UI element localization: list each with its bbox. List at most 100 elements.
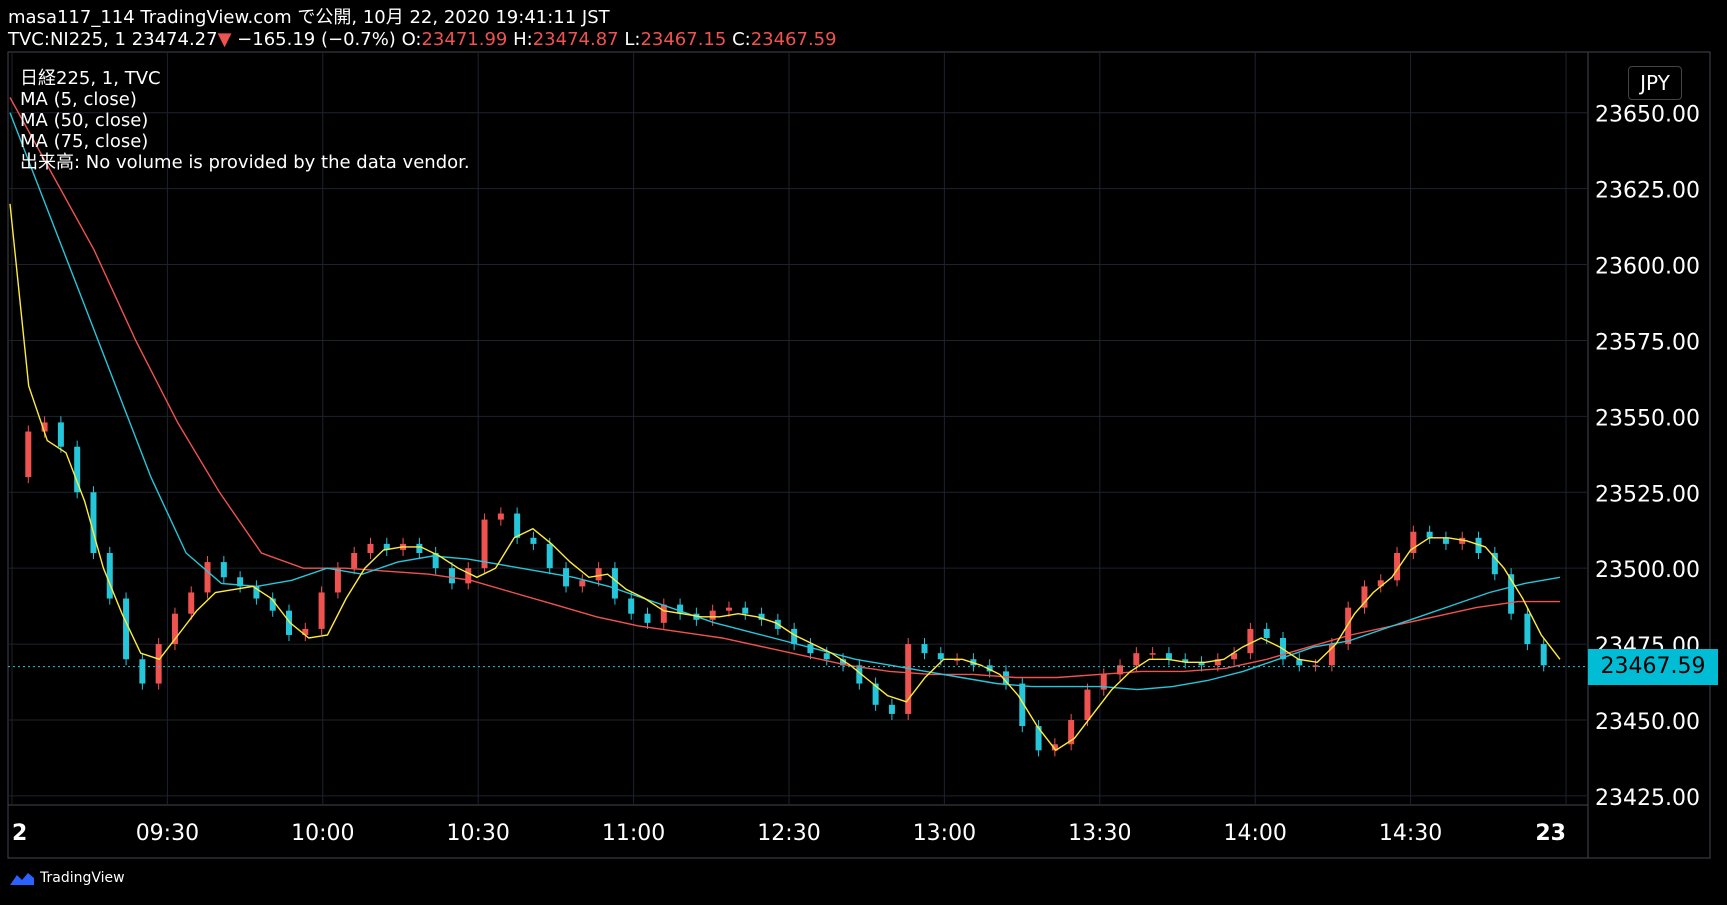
candle-body	[1165, 653, 1172, 660]
x-tick-label: 23	[1535, 821, 1566, 846]
candle-body	[123, 598, 130, 660]
y-tick-label: 23500.00	[1595, 558, 1700, 583]
candle-body	[383, 543, 390, 550]
candle-body	[1426, 531, 1433, 538]
candle-body	[1491, 552, 1498, 575]
x-tick-label: 14:00	[1223, 821, 1286, 846]
candle-body	[1410, 531, 1417, 553]
candle-body	[1540, 644, 1547, 666]
x-tick-label: 13:30	[1068, 821, 1131, 846]
candle-body	[1198, 662, 1205, 666]
down-arrow-icon: ▼	[217, 29, 232, 50]
candle-body	[481, 519, 488, 569]
candle-body	[807, 644, 814, 654]
y-tick-label: 23650.00	[1595, 103, 1700, 128]
x-tick-label: 10:30	[446, 821, 509, 846]
candle-body	[302, 628, 309, 635]
candle-body	[237, 577, 244, 587]
candle-body	[1068, 719, 1075, 745]
candle-body	[758, 613, 765, 620]
footer-brand[interactable]: TradingView	[10, 870, 125, 886]
x-tick-label: 12:30	[757, 821, 820, 846]
candle-body	[677, 604, 684, 614]
candle-body	[660, 604, 667, 623]
y-tick-label: 23625.00	[1595, 179, 1700, 204]
candle-body	[1377, 580, 1384, 587]
candle-body	[628, 598, 635, 614]
candle-body	[220, 562, 227, 578]
candle-body	[1214, 659, 1221, 666]
footer-brand-label: TradingView	[40, 870, 125, 886]
candle-body	[823, 653, 830, 660]
symbol-label: TVC:NI225, 1	[8, 29, 126, 50]
low-label: L:	[624, 29, 641, 50]
candle-body	[742, 607, 749, 614]
legend-ma50[interactable]: MA (50, close)	[20, 110, 149, 131]
candle-body	[1459, 537, 1466, 544]
candle-body	[139, 659, 146, 684]
candle-body	[1084, 689, 1091, 720]
tradingview-logo-icon	[10, 873, 34, 885]
candle-body	[155, 644, 162, 684]
candle-body	[546, 543, 553, 569]
candle-body	[1442, 537, 1449, 544]
candle-body	[253, 586, 260, 599]
currency-button[interactable]: JPY	[1628, 66, 1682, 100]
candle-body	[856, 665, 863, 684]
ma50-line	[9, 112, 1561, 691]
candle-body	[1035, 726, 1042, 751]
candle-body	[1231, 653, 1238, 660]
legend-ma5[interactable]: MA (5, close)	[20, 89, 137, 110]
chart-frame	[7, 51, 1711, 859]
candle-body	[514, 513, 521, 538]
x-tick-label: 14:30	[1379, 821, 1442, 846]
candle-body	[25, 431, 32, 478]
current-price-tag: 23467.59	[1588, 648, 1718, 685]
legend-symbol[interactable]: 日経225, 1, TVC	[20, 68, 161, 89]
candle-body	[1100, 674, 1107, 690]
x-tick-label: 09:30	[136, 821, 199, 846]
x-tick-label: 10:00	[291, 821, 354, 846]
legend-volume[interactable]: 出来高: No volume is provided by the data v…	[20, 152, 470, 173]
candle-body	[286, 610, 293, 635]
candle-body	[334, 568, 341, 593]
candle-body	[416, 543, 423, 553]
candle-body	[432, 552, 439, 569]
close-label: C:	[732, 29, 751, 50]
candle-body	[57, 422, 64, 447]
candle-body	[954, 659, 961, 661]
candle-body	[1345, 607, 1352, 645]
x-tick-label: 13:00	[913, 821, 976, 846]
candle-body	[106, 552, 113, 599]
candle-body	[204, 562, 211, 593]
y-tick-label: 23550.00	[1595, 406, 1700, 431]
candle-body	[1524, 613, 1531, 645]
candle-body	[888, 704, 895, 714]
price-change: −165.19 (−0.7%)	[237, 29, 396, 50]
chart-header-ohlc: TVC:NI225, 1 23474.27▼ −165.19 (−0.7%) O…	[8, 30, 837, 50]
high-label: H:	[513, 29, 533, 50]
open-label: O:	[401, 29, 422, 50]
candle-body	[1149, 653, 1156, 655]
open-value: 23471.99	[421, 29, 508, 50]
candle-body	[595, 568, 602, 581]
candle-body	[269, 598, 276, 611]
low-value: 23467.15	[640, 29, 727, 50]
x-tick-label: 11:00	[602, 821, 665, 846]
candle-body	[840, 659, 847, 666]
candle-body	[1328, 644, 1335, 666]
candle-body	[171, 613, 178, 645]
candle-body	[465, 568, 472, 584]
candle-body	[1133, 653, 1140, 666]
legend-ma75[interactable]: MA (75, close)	[20, 131, 149, 152]
candle-body	[1312, 665, 1319, 667]
ma75-line	[9, 97, 1560, 679]
candle-body	[1182, 659, 1189, 663]
candle-body	[1247, 628, 1254, 654]
y-tick-label: 23600.00	[1595, 255, 1700, 280]
indicator-legend: 日経225, 1, TVC MA (5, close) MA (50, clos…	[20, 68, 470, 173]
candle-body	[1361, 586, 1368, 608]
candle-body	[74, 446, 81, 493]
candle-body	[937, 653, 944, 660]
